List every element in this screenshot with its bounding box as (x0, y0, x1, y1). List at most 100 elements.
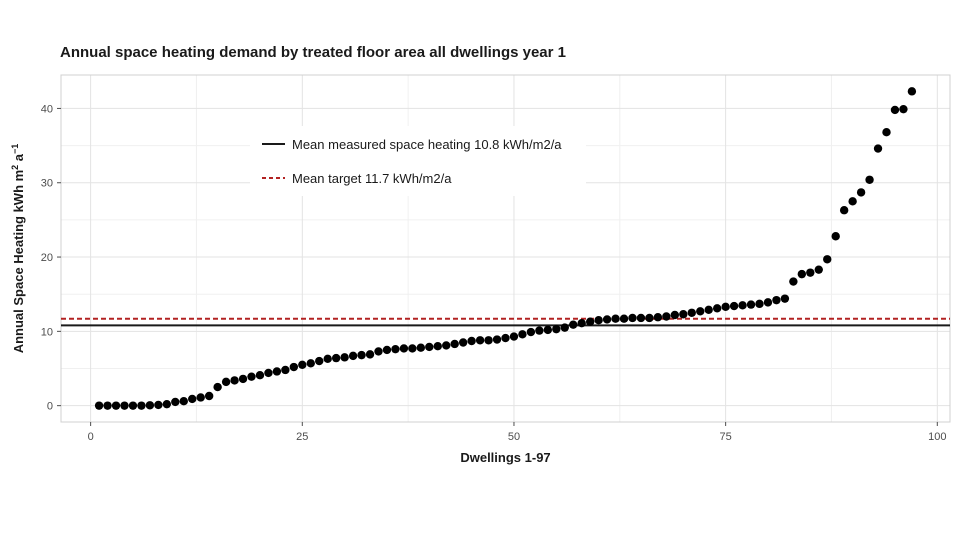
data-point (425, 342, 434, 352)
data-point (569, 320, 578, 329)
data-point (806, 268, 815, 277)
data-point (577, 318, 586, 328)
data-point (746, 300, 756, 309)
data-point (653, 313, 663, 322)
data-point (264, 368, 273, 378)
data-point (467, 336, 476, 346)
data-point (111, 401, 121, 410)
legend-label-mean-target: Mean target 11.7 kWh/m2/a (292, 171, 452, 186)
data-point (890, 105, 900, 115)
y-axis-title: Annual Space Heating kWh m2 a−1 (10, 144, 26, 354)
data-point (306, 359, 315, 368)
y-axis-ticks: 0 10 20 30 40 (41, 103, 61, 413)
data-point (145, 401, 155, 410)
data-point (298, 360, 307, 369)
data-point (628, 313, 637, 323)
data-point (382, 345, 392, 355)
data-point (340, 353, 349, 362)
data-point (526, 327, 536, 337)
x-tick-label: 50 (508, 431, 520, 443)
x-tick-label: 25 (296, 431, 308, 443)
data-point (374, 347, 383, 356)
data-point (873, 144, 883, 153)
data-point (755, 299, 764, 309)
x-axis-ticks: 0 25 50 75 100 (88, 422, 946, 443)
data-point (247, 372, 256, 381)
data-point (171, 397, 180, 407)
data-point (238, 374, 248, 384)
data-point (442, 341, 451, 350)
data-point (602, 315, 612, 324)
data-point (484, 336, 493, 345)
data-point (823, 255, 832, 264)
data-point (907, 87, 917, 96)
data-point (365, 350, 375, 359)
data-point (475, 336, 485, 345)
data-point (721, 302, 730, 312)
data-point (408, 344, 417, 353)
data-point (780, 294, 790, 303)
data-point (560, 323, 569, 332)
data-point (450, 339, 459, 349)
data-point (865, 175, 874, 184)
y-tick-label: 0 (47, 401, 53, 413)
data-point (712, 304, 722, 313)
data-point (154, 400, 163, 410)
data-point (391, 344, 400, 354)
x-tick-label: 100 (928, 431, 946, 443)
data-point (679, 310, 688, 319)
data-point (213, 382, 222, 392)
data-point (433, 342, 442, 351)
data-point (636, 313, 646, 323)
data-point (619, 314, 629, 323)
data-point (687, 308, 696, 317)
data-point (331, 353, 341, 363)
data-point (255, 370, 265, 380)
reference-lines (61, 317, 950, 327)
x-axis-title: Dwellings 1-97 (460, 450, 550, 465)
legend: Mean measured space heating 10.8 kWh/m2/… (250, 126, 586, 196)
data-point (552, 324, 561, 334)
data-point (416, 343, 426, 352)
data-point (289, 362, 299, 372)
data-point (518, 330, 527, 339)
data-point (831, 232, 840, 241)
data-point (899, 104, 908, 114)
data-point (704, 305, 713, 315)
x-tick-label: 75 (720, 431, 732, 443)
data-point (789, 277, 798, 286)
data-point (501, 333, 510, 343)
data-point (357, 350, 366, 360)
data-point (611, 314, 620, 323)
data-point (763, 298, 773, 307)
data-point (348, 351, 358, 361)
data-point (839, 206, 849, 215)
data-point (535, 326, 544, 335)
data-point (696, 307, 705, 316)
data-point (848, 197, 857, 206)
data-point (179, 396, 188, 406)
data-point (204, 391, 214, 401)
y-tick-label: 30 (41, 178, 53, 190)
data-point (281, 365, 290, 375)
plot-panel-border (60, 74, 951, 423)
data-point (323, 354, 332, 364)
data-point (492, 335, 502, 344)
data-point (594, 316, 603, 325)
data-point (221, 377, 231, 387)
data-point (585, 317, 595, 326)
data-point (137, 401, 146, 410)
y-tick-label: 20 (41, 252, 53, 264)
data-point (797, 269, 807, 279)
data-point (315, 356, 324, 366)
data-points (94, 87, 917, 410)
data-point (94, 401, 104, 410)
data-point (230, 376, 239, 385)
data-point (662, 312, 671, 321)
data-point (120, 401, 129, 410)
data-point (814, 265, 823, 274)
y-tick-label: 10 (41, 326, 53, 338)
data-point (856, 188, 866, 197)
data-point (738, 301, 747, 310)
